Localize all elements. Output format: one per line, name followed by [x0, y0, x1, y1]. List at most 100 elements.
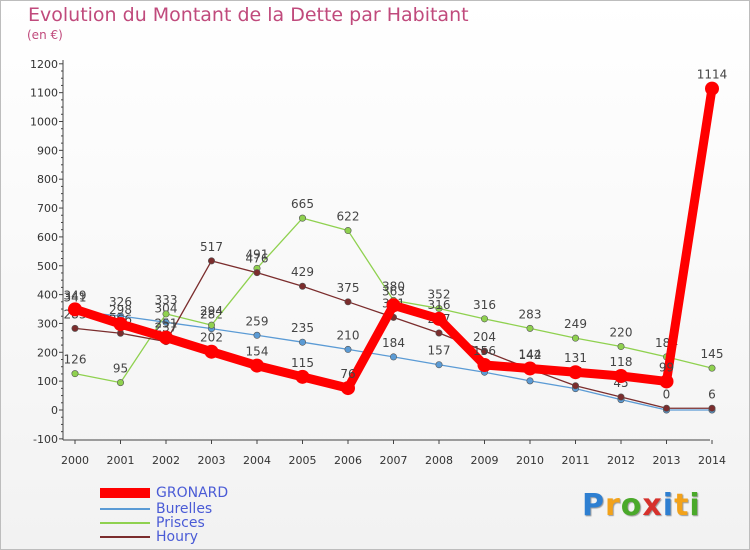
data-point-prisces	[435, 304, 443, 312]
data-point-prisces	[117, 379, 125, 387]
logo-letter: i	[662, 488, 675, 523]
x-tick-label: 2004	[243, 454, 271, 467]
data-point-houry	[571, 382, 579, 390]
data-label-prisces: 333	[155, 293, 178, 307]
data-point-gronard	[523, 361, 537, 376]
x-tick-label: 2002	[152, 454, 180, 467]
data-point-burelles	[298, 338, 306, 346]
data-point-prisces	[344, 227, 352, 235]
data-label-gronard: 76	[340, 367, 355, 381]
data-label-houry: 204	[473, 330, 496, 344]
data-label-prisces: 145	[701, 347, 724, 361]
data-label-houry: 429	[291, 265, 314, 279]
data-label-prisces: 294	[200, 304, 223, 318]
data-point-prisces	[617, 343, 625, 351]
logo-letter: P	[582, 488, 605, 523]
data-point-gronard	[341, 381, 355, 396]
data-label-gronard: 131	[564, 351, 587, 365]
legend-item-houry: Houry	[100, 529, 198, 544]
data-label-burelles: 341	[64, 291, 87, 305]
data-label-burelles: 157	[428, 344, 451, 358]
data-label-prisces: 249	[564, 317, 587, 331]
x-tick-label: 2008	[425, 454, 453, 467]
data-label-burelles: 259	[246, 314, 269, 328]
y-tick-label: 500	[37, 260, 58, 273]
y-tick-label: -100	[33, 433, 58, 446]
data-point-prisces	[71, 370, 79, 378]
data-point-gronard	[614, 368, 628, 383]
data-point-prisces	[162, 310, 170, 318]
legend-label: Houry	[156, 528, 199, 545]
data-label-gronard: 115	[291, 356, 314, 370]
data-point-gronard	[159, 330, 173, 345]
data-label-prisces: 380	[382, 279, 405, 293]
data-point-prisces	[298, 214, 306, 222]
x-tick-label: 2009	[471, 454, 499, 467]
data-point-prisces	[571, 334, 579, 342]
y-tick-label: 400	[37, 289, 58, 302]
data-label-prisces: 316	[473, 298, 496, 312]
data-point-burelles	[526, 377, 534, 385]
logo-letter: r	[605, 488, 621, 523]
legend-swatch	[100, 507, 150, 510]
legend-swatch	[100, 521, 150, 524]
data-label-burelles: 210	[337, 328, 360, 342]
data-label-gronard: 202	[200, 331, 223, 345]
data-point-gronard	[386, 298, 401, 313]
data-label-gronard: 349	[64, 288, 87, 302]
data-label-gronard: 144	[519, 347, 542, 361]
y-tick-label: 1000	[30, 116, 58, 129]
data-point-burelles	[253, 331, 261, 339]
data-label-houry: 142	[519, 348, 542, 362]
legend-label: Prisces	[156, 514, 205, 531]
data-label-prisces: 95	[113, 362, 128, 376]
data-point-burelles	[344, 345, 352, 353]
data-point-houry	[435, 329, 443, 337]
data-label-houry: 476	[246, 252, 269, 266]
data-point-prisces	[708, 364, 716, 372]
legend-item-gronard: GRONARD	[100, 485, 228, 500]
data-label-gronard: 251	[155, 317, 178, 331]
x-tick-label: 2012	[607, 454, 635, 467]
x-tick-label: 2014	[698, 454, 726, 467]
data-label-gronard: 316	[428, 298, 451, 312]
data-point-gronard	[295, 369, 310, 384]
legend-item-prisces: Prisces	[100, 515, 205, 530]
y-tick-label: 600	[37, 231, 58, 244]
data-label-prisces: 622	[337, 210, 360, 224]
data-point-houry	[708, 404, 716, 412]
x-tick-label: 2006	[334, 454, 362, 467]
legend-label: Burelles	[156, 500, 213, 517]
data-label-gronard: 298	[109, 303, 132, 317]
data-label-burelles: 326	[109, 295, 132, 309]
data-label-prisces: 126	[64, 353, 87, 367]
data-point-gronard	[568, 365, 583, 380]
legend-swatch	[100, 535, 150, 538]
data-point-houry	[617, 393, 625, 401]
data-label-prisces: 283	[519, 307, 542, 321]
data-point-burelles	[389, 353, 397, 361]
proxiti-logo: Proxiti	[582, 488, 701, 523]
data-label-gronard: 99	[659, 360, 674, 374]
data-point-burelles	[435, 361, 443, 369]
y-tick-label: 800	[37, 173, 58, 186]
logo-letter: o	[620, 488, 643, 523]
data-label-prisces: 491	[246, 247, 269, 261]
y-tick-label: 300	[37, 317, 58, 330]
legend-label: GRONARD	[156, 484, 229, 501]
data-label-gronard: 363	[382, 284, 405, 298]
data-label-houry: 237	[155, 321, 178, 335]
y-tick-label: 900	[37, 144, 58, 157]
legend-item-burelles: Burelles	[100, 501, 212, 516]
x-tick-label: 2001	[107, 454, 135, 467]
x-tick-label: 2000	[61, 454, 89, 467]
y-tick-label: 100	[37, 375, 58, 388]
x-tick-label: 2010	[516, 454, 544, 467]
data-label-burelles: 184	[382, 336, 405, 350]
data-label-gronard: 118	[610, 355, 633, 369]
data-label-gronard: 154	[246, 345, 269, 359]
data-point-houry	[344, 298, 352, 306]
data-point-houry	[662, 404, 670, 412]
